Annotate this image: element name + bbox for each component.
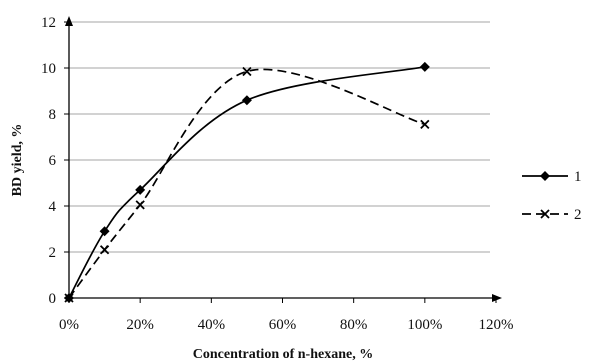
series-1-point-3 — [241, 95, 252, 106]
series-group — [64, 61, 430, 303]
x-tick-label-5: 100% — [407, 317, 442, 333]
series-2-point-3 — [242, 66, 252, 77]
x-tick-label-2: 40% — [198, 317, 226, 333]
y-tick-label-3: 6 — [49, 153, 57, 169]
legend: 12 — [522, 169, 582, 223]
series-2-point-2-stroke-b — [135, 200, 145, 210]
x-tick-label-3: 60% — [269, 317, 297, 333]
axes — [64, 16, 502, 303]
y-tick-label-0: 0 — [49, 291, 57, 307]
x-tick-label-6: 120% — [479, 317, 514, 333]
legend-marker-2-stroke-b — [540, 209, 550, 219]
y-tick-label-6: 12 — [41, 15, 56, 31]
series-1-line — [68, 66, 425, 299]
y-tick-label-5: 10 — [41, 61, 56, 77]
legend-label-2: 2 — [574, 207, 582, 223]
series-2-point-2 — [135, 200, 145, 210]
series-2-point-3-stroke-b — [242, 66, 252, 77]
x-axis-label: Concentration of n-hexane, % — [193, 347, 373, 362]
legend-marker-1 — [540, 171, 550, 181]
series-1-point-1 — [99, 226, 110, 237]
series-1-point-2 — [135, 184, 146, 195]
y-tick-label-4: 8 — [49, 107, 57, 123]
series-2-point-0 — [64, 293, 74, 303]
legend-marker-2 — [540, 209, 550, 219]
y-axis-label: BD yield, % — [10, 124, 25, 197]
series-2-point-4-stroke-b — [420, 119, 430, 129]
x-tick-label-4: 80% — [340, 317, 368, 333]
series-2-point-0-stroke-b — [64, 293, 74, 303]
series-2-point-4 — [420, 119, 430, 129]
series-2-point-1-stroke-b — [99, 245, 110, 255]
y-tick-label-1: 2 — [49, 245, 57, 261]
series-2-point-1 — [99, 245, 110, 255]
legend-label-1: 1 — [574, 169, 582, 185]
y-axis-arrow — [65, 16, 73, 26]
series-1-point-4 — [419, 61, 430, 72]
grid-lines — [69, 21, 490, 253]
y-tick-label-2: 4 — [49, 199, 57, 215]
x-tick-label-0: 0% — [59, 317, 79, 333]
x-tick-label-1: 20% — [126, 317, 154, 333]
x-axis-arrow — [492, 294, 502, 302]
